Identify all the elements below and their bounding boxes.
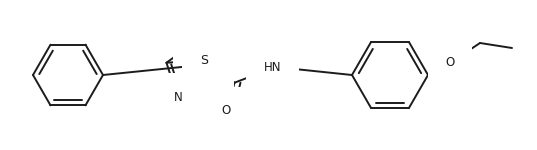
Text: HN: HN [264, 61, 281, 74]
Text: O: O [445, 57, 455, 69]
Text: O: O [191, 36, 200, 48]
Text: S: S [200, 54, 208, 67]
Text: N: N [174, 91, 183, 104]
Text: O: O [222, 104, 231, 117]
Text: N: N [207, 91, 216, 104]
